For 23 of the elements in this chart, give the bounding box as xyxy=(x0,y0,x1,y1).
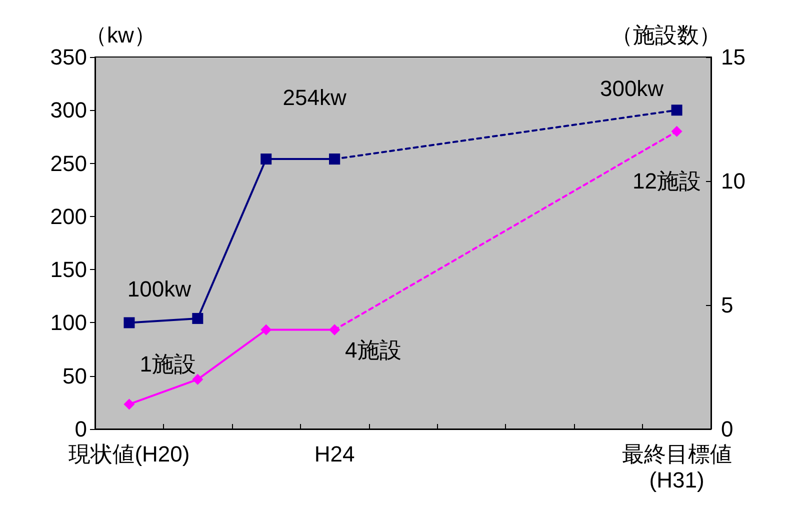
data-label: 12施設 xyxy=(632,168,702,194)
data-label: 254kw xyxy=(282,85,346,110)
data-label: 300kw xyxy=(600,76,664,102)
y-tick-label: 0 xyxy=(74,416,87,442)
x-tick-label: H24 xyxy=(314,442,355,466)
y-tick-label: 100 xyxy=(50,310,87,336)
y2-tick-label: 0 xyxy=(721,416,734,442)
y-tick-label: 50 xyxy=(62,363,87,388)
y-tick-label: 350 xyxy=(50,44,87,70)
y-tick-label: 200 xyxy=(50,204,87,229)
data-label: 1施設 xyxy=(140,352,196,377)
y-tick-label: 250 xyxy=(50,150,87,176)
y2-tick-label: 15 xyxy=(721,44,746,70)
x-tick-label: 現状値(H20) xyxy=(68,442,190,466)
y-axis-title: （kw） xyxy=(85,22,156,48)
y-tick-label: 300 xyxy=(50,98,87,123)
x-tick-label: 最終目標値 (H31) xyxy=(622,442,732,492)
y2-axis-title: （施設数） xyxy=(611,22,721,48)
data-label: 100kw xyxy=(127,276,192,302)
y-tick-label: 150 xyxy=(50,257,87,282)
y2-tick-label: 5 xyxy=(721,292,734,318)
y2-tick-label: 10 xyxy=(721,168,746,194)
data-label: 4施設 xyxy=(345,337,402,362)
